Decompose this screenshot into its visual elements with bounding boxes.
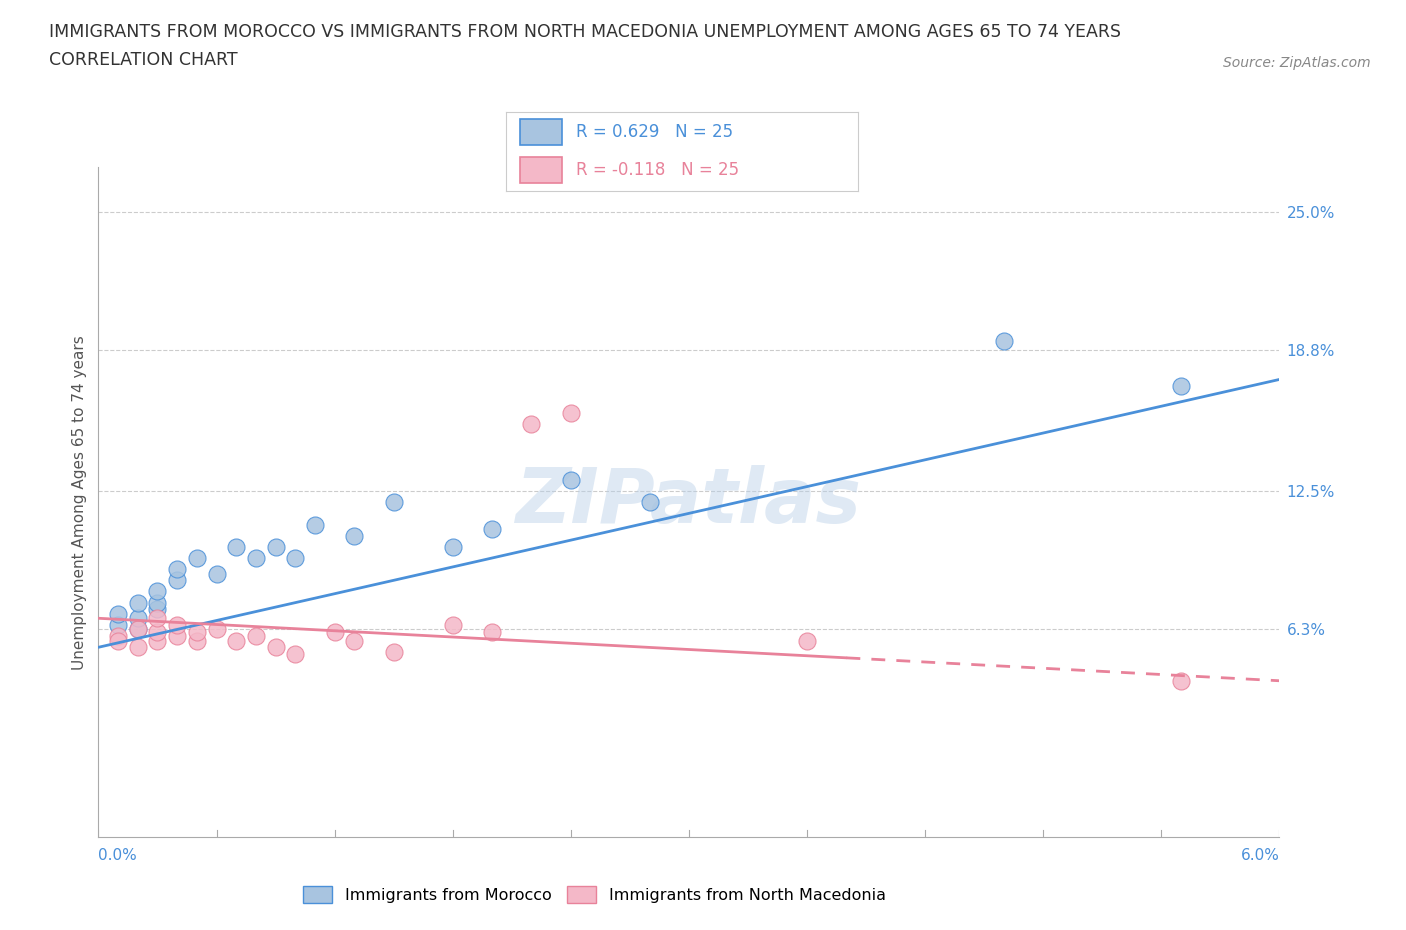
Point bbox=[107, 629, 129, 644]
Point bbox=[146, 611, 169, 626]
Point bbox=[107, 633, 129, 648]
Text: R = -0.118   N = 25: R = -0.118 N = 25 bbox=[576, 161, 740, 179]
Text: Source: ZipAtlas.com: Source: ZipAtlas.com bbox=[1223, 56, 1371, 70]
Point bbox=[205, 622, 228, 637]
Point bbox=[166, 573, 188, 588]
Point bbox=[186, 633, 208, 648]
Point bbox=[284, 646, 307, 661]
Text: CORRELATION CHART: CORRELATION CHART bbox=[49, 51, 238, 69]
Point bbox=[638, 495, 661, 510]
Y-axis label: Unemployment Among Ages 65 to 74 years: Unemployment Among Ages 65 to 74 years bbox=[72, 335, 87, 670]
Point bbox=[127, 595, 149, 610]
Point bbox=[107, 606, 129, 621]
Point bbox=[481, 624, 503, 639]
Point bbox=[146, 633, 169, 648]
Point bbox=[245, 551, 267, 565]
Point bbox=[382, 644, 405, 659]
Point bbox=[264, 640, 287, 655]
Point bbox=[166, 618, 188, 632]
Point bbox=[382, 495, 405, 510]
Point bbox=[520, 417, 543, 432]
Point bbox=[146, 602, 169, 617]
Point bbox=[441, 539, 464, 554]
Point bbox=[343, 528, 366, 543]
Point bbox=[166, 629, 188, 644]
Point bbox=[993, 334, 1015, 349]
Point bbox=[343, 633, 366, 648]
Text: R = 0.629   N = 25: R = 0.629 N = 25 bbox=[576, 123, 734, 141]
Point bbox=[205, 566, 228, 581]
Point bbox=[323, 624, 346, 639]
Text: 0.0%: 0.0% bbox=[98, 848, 138, 863]
Point bbox=[127, 622, 149, 637]
Point bbox=[107, 618, 129, 632]
FancyBboxPatch shape bbox=[520, 119, 562, 145]
Point bbox=[796, 633, 818, 648]
Point bbox=[186, 551, 208, 565]
Legend: Immigrants from Morocco, Immigrants from North Macedonia: Immigrants from Morocco, Immigrants from… bbox=[297, 880, 893, 910]
Point bbox=[1170, 673, 1192, 688]
Point bbox=[186, 624, 208, 639]
Point bbox=[441, 618, 464, 632]
Point bbox=[304, 517, 326, 532]
Text: IMMIGRANTS FROM MOROCCO VS IMMIGRANTS FROM NORTH MACEDONIA UNEMPLOYMENT AMONG AG: IMMIGRANTS FROM MOROCCO VS IMMIGRANTS FR… bbox=[49, 23, 1121, 41]
Point bbox=[264, 539, 287, 554]
Point bbox=[225, 633, 247, 648]
Point bbox=[1170, 379, 1192, 393]
Text: ZIPatlas: ZIPatlas bbox=[516, 465, 862, 539]
Point bbox=[245, 629, 267, 644]
Point bbox=[166, 562, 188, 577]
Point bbox=[127, 640, 149, 655]
Point bbox=[560, 405, 582, 420]
Point bbox=[481, 522, 503, 537]
Point bbox=[146, 624, 169, 639]
Point bbox=[146, 584, 169, 599]
Point bbox=[225, 539, 247, 554]
Text: 6.0%: 6.0% bbox=[1240, 848, 1279, 863]
FancyBboxPatch shape bbox=[520, 156, 562, 182]
Point bbox=[146, 595, 169, 610]
Point bbox=[560, 472, 582, 487]
Point bbox=[127, 611, 149, 626]
Point bbox=[284, 551, 307, 565]
Point bbox=[127, 622, 149, 637]
